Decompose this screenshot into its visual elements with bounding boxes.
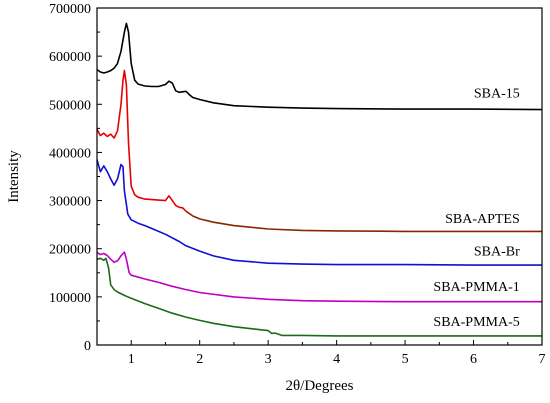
y-tick-label: 100000 bbox=[49, 291, 91, 306]
series-labels: SBA-15 SBA-APTES SBA-Br SBA-PMMA-1 SBA-PMMA-… bbox=[433, 87, 520, 330]
series-line-sba-pmma-1 bbox=[96, 251, 542, 303]
series-line-sba-pmma-5 bbox=[96, 257, 542, 337]
x-tick-label: 2 bbox=[196, 352, 203, 367]
series-line-sba-aptes bbox=[96, 69, 187, 212]
series-line-sba-15 bbox=[96, 22, 543, 111]
series-label-sba-15: SBA-15 bbox=[474, 87, 520, 102]
series-line-sba-br bbox=[96, 159, 542, 266]
series-label-sba-pmma-1: SBA-PMMA-1 bbox=[433, 280, 519, 295]
x-tick-label: 6 bbox=[470, 352, 477, 367]
x-tick-label: 7 bbox=[539, 352, 546, 367]
series-label-sba-br: SBA-Br bbox=[474, 245, 520, 260]
x-tick-label: 5 bbox=[402, 352, 409, 367]
y-tick-label: 300000 bbox=[49, 195, 91, 210]
y-tick-label: 700000 bbox=[49, 2, 91, 17]
y-tick-label: 0 bbox=[84, 339, 91, 354]
y-axis-title: Intensity bbox=[6, 150, 22, 203]
x-tick-label: 3 bbox=[265, 352, 272, 367]
series-label-sba-aptes: SBA-APTES bbox=[445, 212, 520, 227]
series-label-sba-pmma-5: SBA-PMMA-5 bbox=[433, 315, 519, 330]
y-tick-label: 200000 bbox=[49, 243, 91, 258]
x-tick-label: 1 bbox=[128, 352, 135, 367]
series-line-sba-aptes-tail bbox=[185, 210, 542, 233]
x-axis-title: 2θ/Degrees bbox=[286, 378, 354, 394]
axis-ticks: 1 2 3 4 5 6 7 0 100000 200000 300000 400000 500000 60… bbox=[49, 2, 546, 367]
y-tick-label: 500000 bbox=[49, 98, 91, 113]
plot-area bbox=[96, 22, 543, 337]
y-tick-label: 400000 bbox=[49, 146, 91, 161]
y-tick-label: 600000 bbox=[49, 50, 91, 65]
x-tick-label: 4 bbox=[333, 352, 340, 367]
